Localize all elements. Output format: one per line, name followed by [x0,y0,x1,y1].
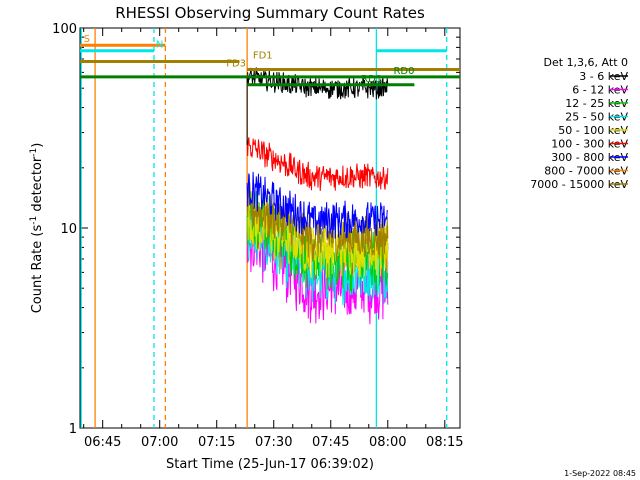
x-tick-label: 07:30 [255,435,292,450]
x-tick-label: 07:00 [141,435,178,450]
series-line-100-300-kev [246,137,389,191]
legend-entry-label: 800 - 7000 keV [544,165,628,178]
x-axis-label: Start Time (25-Jun-17 06:39:02) [166,457,374,472]
legend-entry-label: 50 - 100 keV [558,124,628,137]
y-tick-label: 1 [69,422,77,437]
legend-entry-label: 7000 - 15000 keV [530,178,628,191]
flag-label: N [156,40,163,51]
series-line-3-6-kev [246,67,389,100]
chart-title: RHESSI Observing Summary Count Rates [115,4,425,22]
y-axis-label: Count Rate (s-1 detector-1) [29,143,45,314]
x-tick-label: 06:45 [84,435,121,450]
y-tick-label: 100 [52,22,77,37]
flag-label: S [84,34,90,45]
footer-timestamp: 1-Sep-2022 08:45 [564,469,636,478]
x-tick-label: 07:15 [198,435,235,450]
x-tick-label: 07:45 [312,435,349,450]
legend-entry-label: 300 - 800 keV [551,151,628,164]
plot-area: 1 10 100 06:45 07:00 07:15 07:30 07:45 08:00 08:1… [52,22,463,450]
legend-entry-label: 6 - 12 keV [572,84,628,97]
x-tick-label: 08:00 [369,435,406,450]
series-line-300-800-kev [246,171,388,239]
flag-label: RD0 [393,66,414,77]
flag-label: FD1 [253,50,273,61]
series-line-25-50-kev [246,206,389,306]
x-tick-label: 08:15 [426,435,463,450]
y-tick-label: 10 [60,222,77,237]
flag-label: FD3 [226,59,246,70]
legend-title: Det 1,3,6, Att 0 [544,56,628,69]
legend-entry-label: 3 - 6 keV [579,70,628,83]
legend-entry-label: 100 - 300 keV [551,138,628,151]
legend: 3 - 6 keV 6 - 12 keV 12 - 25 keV 25 - 50… [530,70,628,191]
flag-label: RD1 [361,74,382,85]
legend-entry-label: 12 - 25 keV [565,97,628,110]
legend-entry-label: 25 - 50 keV [565,111,628,124]
